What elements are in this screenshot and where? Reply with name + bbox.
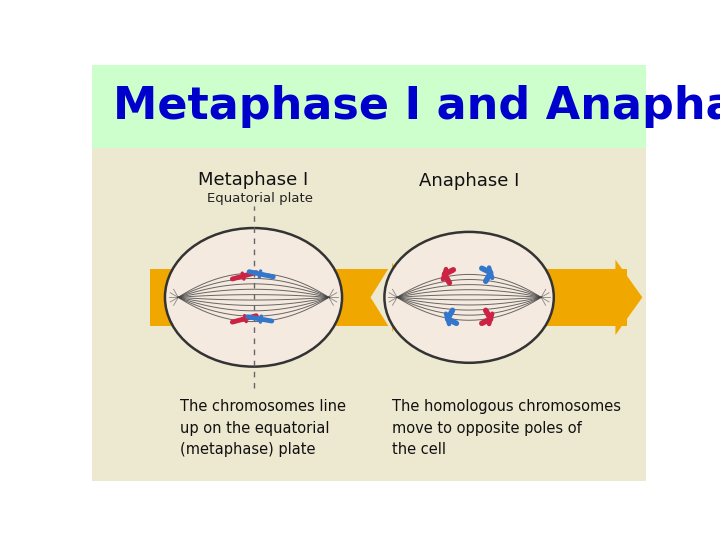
Text: Metaphase I and Anaphase I: Metaphase I and Anaphase I [113, 85, 720, 128]
Ellipse shape [384, 232, 554, 363]
Text: The homologous chromosomes
move to opposite poles of
the cell: The homologous chromosomes move to oppos… [392, 399, 621, 457]
Bar [92, 65, 647, 148]
Bar [150, 269, 627, 326]
Text: The chromosomes line
up on the equatorial
(metaphase) plate: The chromosomes line up on the equatoria… [180, 399, 346, 457]
Polygon shape [616, 260, 642, 335]
Text: Metaphase I: Metaphase I [199, 171, 309, 190]
Polygon shape [392, 262, 414, 332]
Bar [92, 148, 647, 481]
Polygon shape [371, 262, 392, 332]
Text: Anaphase I: Anaphase I [419, 172, 519, 190]
Ellipse shape [165, 228, 342, 367]
Text: Equatorial plate: Equatorial plate [207, 192, 313, 205]
